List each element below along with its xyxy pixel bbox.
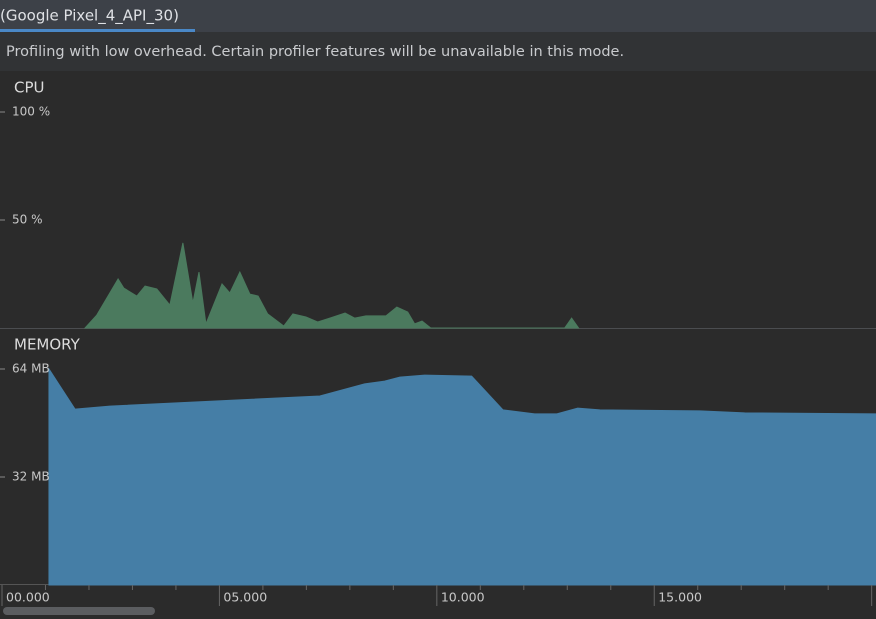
panel-title: CPU — [14, 79, 45, 97]
device-tab[interactable]: (Google Pixel_4_API_30) — [0, 7, 179, 26]
scrollbar[interactable] — [3, 607, 155, 615]
y-tick-label: 50 % — [12, 213, 43, 227]
panel-title: MEMORY — [14, 336, 81, 354]
x-tick-label: 00.000 — [6, 590, 50, 605]
y-tick-label: 100 % — [12, 105, 50, 119]
tab-underline — [0, 29, 195, 32]
y-tick-label: 32 MB — [12, 470, 50, 484]
banner — [0, 32, 876, 71]
x-tick-label: 05.000 — [223, 590, 267, 605]
area — [48, 367, 876, 586]
tab-bar — [0, 0, 876, 32]
x-tick-label: 15.000 — [658, 590, 702, 605]
banner-text: Profiling with low overhead. Certain pro… — [6, 44, 624, 60]
y-tick-label: 64 MB — [12, 362, 50, 376]
x-tick-label: 10.000 — [441, 590, 485, 605]
area — [83, 242, 580, 329]
